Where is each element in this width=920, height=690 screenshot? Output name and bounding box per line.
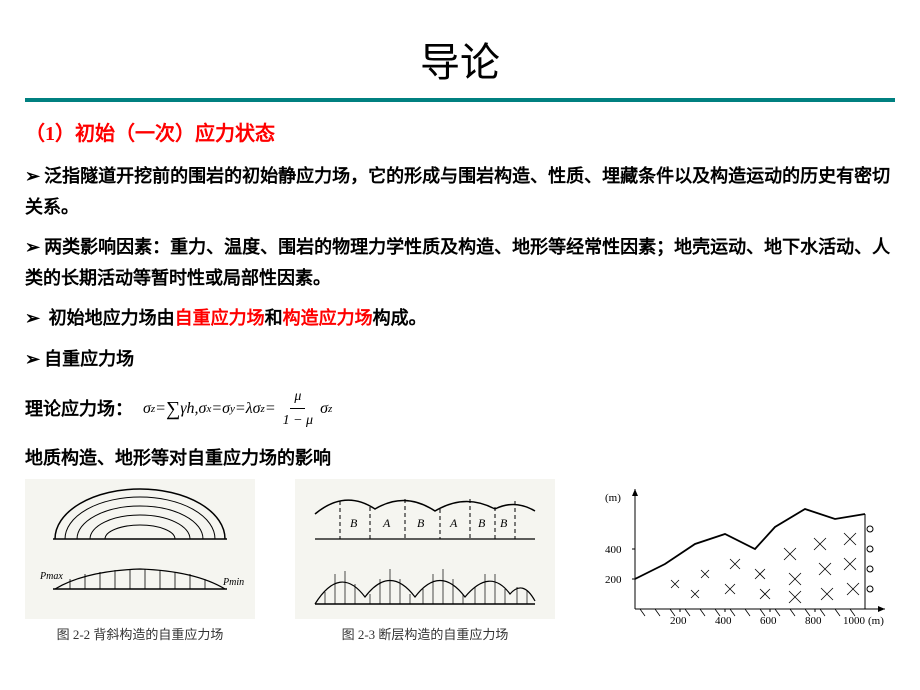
page-title: 导论: [0, 0, 920, 98]
bullet-1: 泛指隧道开挖前的围岩的初始静应力场，它的形成与围岩构造、性质、埋藏条件以及构造运…: [25, 161, 895, 222]
fig1-pmin: Pmin: [222, 577, 244, 588]
b3-post: 构成。: [373, 308, 427, 328]
fig1-caption: 图 2-2 背斜构造的自重应力场: [25, 624, 255, 643]
bullet-3: 初始地应力场由自重应力场和构造应力场构成。: [25, 303, 895, 334]
fig2-svg: B A B A B B: [295, 479, 555, 619]
sigma1: σ: [143, 395, 151, 422]
sigma4: σ: [253, 395, 261, 422]
sigma5: σ: [320, 395, 328, 422]
eq1: =: [155, 395, 166, 422]
fig2-label-0: B: [350, 516, 358, 530]
title-divider: [25, 98, 895, 102]
bullet-2: 两类影响因素：重力、温度、围岩的物理力学性质及构造、地形等经常性因素；地壳运动、…: [25, 232, 895, 293]
fig3-xtick-2: 600: [760, 615, 777, 627]
eq3: =: [235, 395, 246, 422]
fig1-svg: Pmax Pmin: [25, 479, 255, 619]
formula-label: 理论应力场：: [25, 394, 133, 425]
bottom-text: 地质构造、地形等对自重应力场的影响: [25, 443, 895, 474]
gamma-h: γh,: [180, 395, 198, 422]
b3-red2: 构造应力场: [283, 308, 373, 328]
frac-den: 1 − μ: [279, 409, 317, 433]
b3-mid: 和: [265, 308, 283, 328]
sigma3: σ: [222, 395, 230, 422]
fig3-ytick-0: 200: [605, 574, 622, 586]
fig3-yunit: (m): [605, 492, 621, 504]
fig3-xtick-0: 200: [670, 615, 687, 627]
fig3-xunit: (m): [868, 615, 884, 627]
bullet-4: 自重应力场: [25, 344, 895, 375]
fig3-ytick-1: 400: [605, 544, 622, 556]
eq4: =: [265, 395, 276, 422]
sub-z3: z: [328, 400, 332, 419]
fig2-label-3: A: [449, 516, 458, 530]
figure-3: 200 400 (m) 200 400 600 800 1000 (m): [595, 479, 895, 643]
frac-num: μ: [290, 385, 305, 410]
figures-row: Pmax Pmin 图 2-2 背斜构造的自重应力场 B A B A B B: [0, 479, 920, 643]
fraction: μ 1 − μ: [279, 385, 317, 434]
figure-2: B A B A B B 图 2-3 断层构造的自重应力场: [295, 479, 555, 643]
eq2: =: [211, 395, 222, 422]
content-area: （1）初始（一次）应力状态 泛指隧道开挖前的围岩的初始静应力场，它的形成与围岩构…: [0, 117, 920, 474]
lambda: λ: [246, 395, 253, 422]
fig3-svg: 200 400 (m) 200 400 600 800 1000 (m): [595, 479, 895, 634]
figure-1: Pmax Pmin 图 2-2 背斜构造的自重应力场: [25, 479, 255, 643]
sum: ∑: [166, 392, 180, 426]
fig2-label-5: B: [500, 516, 508, 530]
section-heading: （1）初始（一次）应力状态: [25, 117, 895, 151]
fig2-label-2: B: [417, 516, 425, 530]
fig3-xtick-1: 400: [715, 615, 732, 627]
fig2-label-1: A: [382, 516, 391, 530]
fig3-xtick-4: 1000: [843, 615, 866, 627]
b3-red1: 自重应力场: [175, 308, 265, 328]
fig2-label-4: B: [478, 516, 486, 530]
fig3-xtick-3: 800: [805, 615, 822, 627]
formula: σz = ∑ γh, σx = σy = λ σz = μ 1 − μ σz: [143, 385, 332, 434]
fig1-pmax: Pmax: [39, 571, 63, 582]
formula-line: 理论应力场： σz = ∑ γh, σx = σy = λ σz = μ 1 −…: [25, 385, 895, 434]
fig2-caption: 图 2-3 断层构造的自重应力场: [295, 624, 555, 643]
b3-pre: 初始地应力场由: [49, 308, 175, 328]
